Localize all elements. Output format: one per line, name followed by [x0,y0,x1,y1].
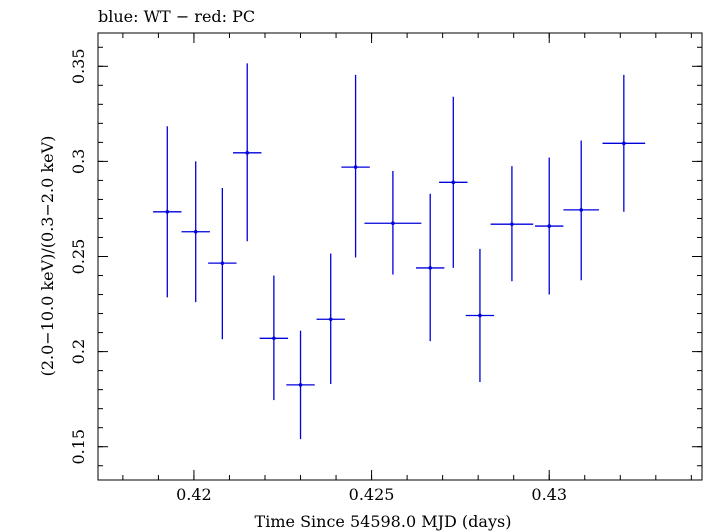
data-point [364,170,422,275]
axis-ticks: 0.42 0.425 0.43 0.15 0.2 0.25 0.3 0.35 [69,33,702,504]
data-marker [579,208,583,212]
data-marker [165,210,170,214]
data-point [439,96,468,268]
data-point [233,63,262,242]
data-marker [547,224,552,228]
data-point [316,253,345,384]
data-marker [478,313,482,318]
data-marker [328,317,333,322]
data-point [153,126,182,298]
data-point [415,193,445,342]
data-point [563,140,599,281]
data-marker [428,266,433,270]
y-tick-label: 0.3 [69,149,88,174]
plot-frame [97,32,703,481]
data-point [181,161,210,303]
y-tick-label: 0.35 [69,48,88,84]
data-point [490,166,534,282]
data-marker [391,221,395,226]
data-marker [298,383,303,387]
data-marker [622,141,626,146]
y-tick-label: 0.2 [69,339,88,364]
x-tick-label: 0.42 [176,485,212,504]
data-point [602,74,646,212]
data-marker [451,180,456,185]
data-point [465,248,495,383]
data-marker [272,336,276,341]
chart-title: blue: WT − red: PC [98,7,255,26]
data-points [153,63,646,440]
data-point [535,157,564,295]
x-axis-label: Time Since 54598.0 MJD (days) [255,512,512,531]
x-tick-label: 0.43 [531,485,567,504]
data-point [286,330,315,440]
data-point [208,188,237,340]
data-marker [245,151,250,155]
data-point [259,275,289,401]
data-marker [220,261,225,265]
x-tick-label: 0.425 [349,485,395,504]
data-point [341,74,370,258]
y-axis-label: (2.0−10.0 keV)/(0.3−2.0 keV) [38,136,57,377]
y-tick-label: 0.15 [69,429,88,465]
data-marker [193,229,198,234]
data-marker [353,165,358,169]
y-tick-label: 0.25 [69,239,88,275]
data-marker [510,222,514,226]
